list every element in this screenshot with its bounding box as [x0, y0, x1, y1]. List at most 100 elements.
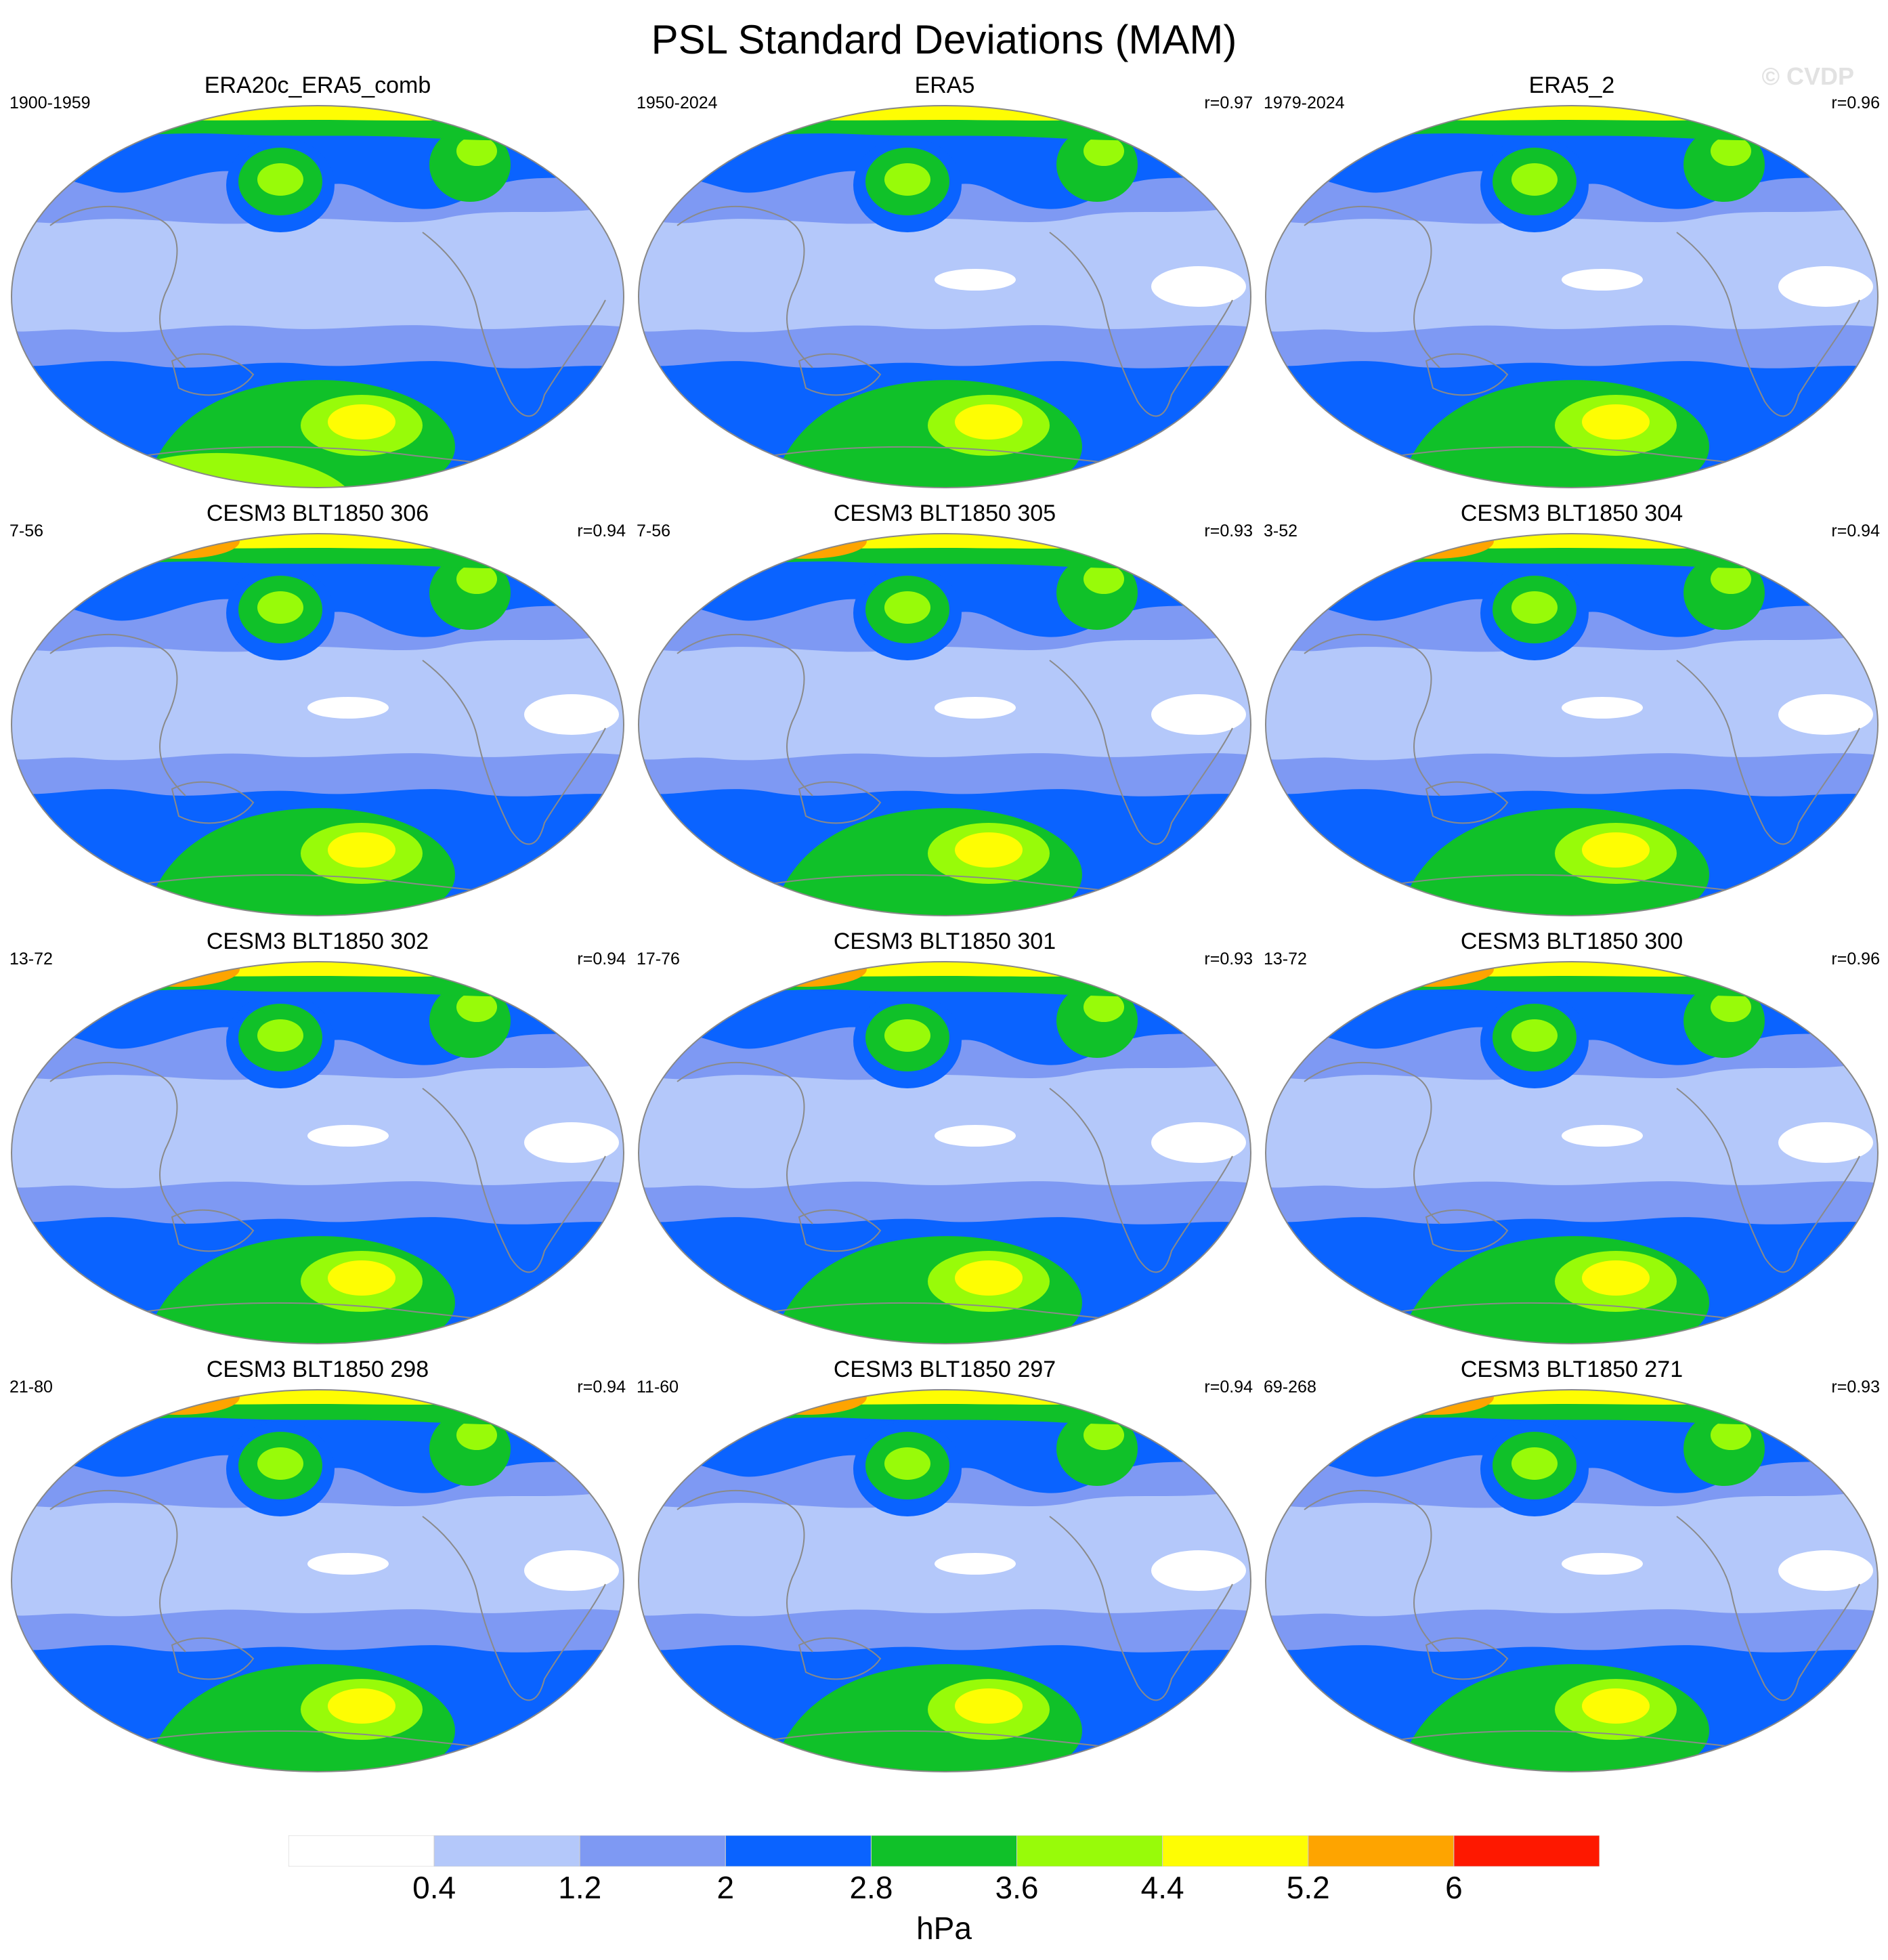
coast-australia: [798, 781, 882, 824]
tropics-white-pacific: [935, 1125, 1016, 1147]
icelandic-lime: [1711, 564, 1751, 594]
map-panel: CESM3 BLT1850 305 7-56 r=0.93: [637, 500, 1253, 921]
map-panel: CESM3 BLT1850 271 69-268 r=0.93: [1264, 1357, 1880, 1777]
map-outline: [1265, 961, 1879, 1344]
coast-australia: [1425, 781, 1509, 824]
coast-americas: [1676, 1088, 1860, 1273]
coast-asia: [1304, 1489, 1440, 1653]
map-panel: CESM3 BLT1850 298 21-80 r=0.94: [9, 1357, 626, 1777]
panel-period: 17-76: [637, 950, 680, 968]
map-outline: [1265, 105, 1879, 488]
coast-australia: [1425, 1209, 1509, 1252]
map-7: [638, 961, 1251, 1344]
coast-americas: [1676, 660, 1860, 845]
panel-period: 1979-2024: [1264, 93, 1345, 112]
icelandic-lime: [1711, 992, 1751, 1022]
aleutian-lime: [1511, 591, 1558, 624]
panel-correlation: r=0.93: [1831, 1378, 1880, 1397]
map-4: [638, 533, 1251, 916]
map-outline: [1265, 533, 1879, 916]
tropics-white-atlantic: [1151, 1550, 1246, 1591]
map-outline: [11, 105, 624, 488]
coast-americas: [422, 232, 606, 417]
south-yellow: [328, 1688, 395, 1724]
panel-correlation: r=0.94: [577, 950, 626, 968]
map-panel: CESM3 BLT1850 304 3-52 r=0.94: [1264, 500, 1880, 921]
panel-title: CESM3 BLT1850 297: [833, 1357, 1056, 1382]
coast-australia: [171, 1637, 255, 1680]
panel-correlation: r=0.93: [1204, 950, 1253, 968]
tropics-white-pacific: [307, 1125, 389, 1147]
panel-title: CESM3 BLT1850 271: [1460, 1357, 1683, 1382]
panel-title: CESM3 BLT1850 306: [206, 500, 429, 526]
colorbar-bin: [870, 1835, 1018, 1867]
panel-correlation: r=0.96: [1831, 93, 1880, 112]
map-panel: CESM3 BLT1850 302 13-72 r=0.94: [9, 929, 626, 1349]
colorbar-bin: [433, 1835, 580, 1867]
coast-australia: [1425, 1637, 1509, 1680]
arctic-red: [772, 534, 840, 549]
arctic-red: [1399, 1390, 1467, 1405]
panel-title: CESM3 BLT1850 304: [1460, 500, 1683, 526]
south-yellow: [1582, 1260, 1650, 1296]
tropics-white-pacific: [307, 1553, 389, 1575]
colorbar-bin: [1453, 1835, 1600, 1867]
figure-title: PSL Standard Deviations (MAM): [651, 17, 1237, 62]
map-5: [1265, 533, 1879, 916]
coast-asia: [1304, 205, 1440, 368]
panel-period: 21-80: [9, 1378, 53, 1397]
south-yellow: [955, 404, 1023, 440]
panel-title: ERA5: [914, 72, 975, 98]
map-1: [638, 105, 1251, 488]
colorbar-tick: 4.4: [1140, 1870, 1184, 1905]
coast-americas: [422, 660, 606, 845]
coast-asia: [1304, 1061, 1440, 1224]
icelandic-lime: [1084, 136, 1124, 166]
panel-correlation: r=0.97: [1204, 93, 1253, 112]
tropics-white-pacific: [1562, 1125, 1643, 1147]
colorbar-bin: [1162, 1835, 1309, 1867]
panel-correlation: r=0.94: [577, 1378, 626, 1397]
panel-correlation: r=0.94: [1831, 521, 1880, 540]
south-yellow: [1582, 832, 1650, 868]
coast-asia: [677, 1061, 813, 1224]
panel-period: 3-52: [1264, 521, 1298, 540]
map-field: [639, 962, 1251, 1344]
aleutian-lime: [257, 591, 303, 624]
tropics-white-atlantic: [524, 694, 619, 735]
panel-period: 11-60: [637, 1378, 679, 1397]
icelandic-lime: [1084, 1420, 1124, 1450]
south-yellow: [1582, 404, 1650, 440]
icelandic-lime: [456, 564, 497, 594]
map-9: [11, 1389, 624, 1772]
colorbar-tick: 3.6: [995, 1870, 1039, 1905]
panel-period: 69-268: [1264, 1378, 1316, 1397]
coast-asia: [1304, 633, 1440, 796]
arctic-red: [145, 1390, 213, 1405]
map-panel: CESM3 BLT1850 297 11-60 r=0.94: [637, 1357, 1253, 1777]
coast-americas: [1676, 232, 1860, 417]
map-outline: [11, 961, 624, 1344]
tropics-white-pacific: [935, 1553, 1016, 1575]
map-6: [11, 961, 624, 1344]
colorbar-tick: 5.2: [1286, 1870, 1330, 1905]
panel-period: 7-56: [637, 521, 671, 540]
map-8: [1265, 961, 1879, 1344]
map-field: [639, 1390, 1251, 1772]
panel-title: CESM3 BLT1850 298: [206, 1357, 429, 1382]
coast-australia: [1425, 353, 1509, 396]
south-yellow: [1582, 1688, 1650, 1724]
map-outline: [1265, 1389, 1879, 1772]
map-field: [12, 534, 624, 916]
colorbar-bin: [1016, 1835, 1163, 1867]
panel-period: 13-72: [1264, 950, 1307, 968]
map-outline: [11, 533, 624, 916]
south-yellow: [328, 832, 395, 868]
tropics-white-pacific: [935, 697, 1016, 719]
aleutian-lime: [1511, 1447, 1558, 1480]
map-panel: CESM3 BLT1850 306 7-56 r=0.94: [9, 500, 626, 921]
aleutian-lime: [884, 163, 930, 196]
tropics-white-atlantic: [1778, 694, 1873, 735]
tropics-white-atlantic: [1778, 1122, 1873, 1163]
aleutian-lime: [257, 1019, 303, 1052]
